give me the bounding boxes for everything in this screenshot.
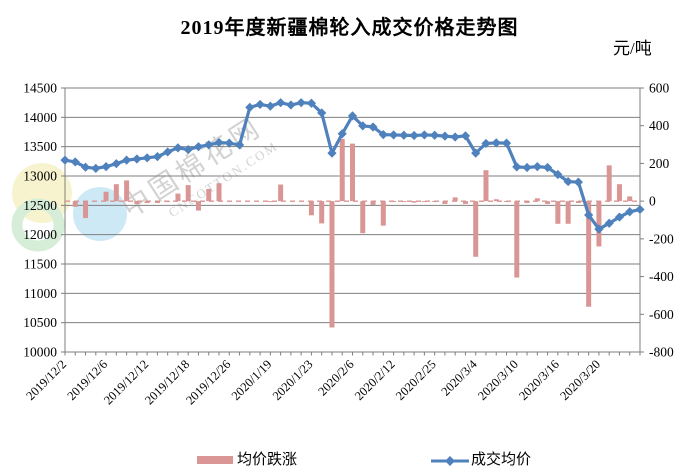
x-axis-labels: 2019/12/22019/12/62019/12/122019/12/1820… [23,357,603,408]
svg-text:2020/1/23: 2020/1/23 [270,357,316,403]
legend-bar-label: 均价跌涨 [237,452,298,468]
x-axis-ticks [64,352,641,356]
legend-diamond-marker-icon [445,456,455,466]
svg-text:2020/2/12: 2020/2/12 [352,357,398,403]
svg-text:13000: 13000 [23,169,57,184]
y-axis-right-labels: -800 -600 -400 -200 0 200 400 600 [640,81,674,360]
legend-bar-swatch [197,456,233,464]
legend-line-label: 成交均价 [471,452,532,468]
svg-text:12000: 12000 [23,227,57,242]
y-axis-left-labels: 10000 10500 11000 11500 12000 12500 13000 13500… [23,81,57,360]
svg-text:0: 0 [649,194,656,209]
gridlines [61,87,641,353]
axis-unit-label: 元/吨 [613,39,652,58]
svg-text:2020/3/20: 2020/3/20 [557,357,603,403]
svg-text:-800: -800 [649,345,674,360]
svg-text:400: 400 [649,118,670,133]
svg-text:2019/12/2: 2019/12/2 [23,357,69,403]
legend-line-swatch [431,456,469,466]
svg-text:2020/3/4: 2020/3/4 [439,357,481,399]
svg-text:-400: -400 [649,269,674,284]
svg-text:2020/2/25: 2020/2/25 [393,357,439,403]
chart-title: 2019年度新疆棉轮入成交价格走势图 [180,17,519,39]
svg-text:2020/3/16: 2020/3/16 [516,357,562,403]
price-line-markers [60,98,645,234]
svg-text:-200: -200 [649,231,674,246]
svg-text:-600: -600 [649,307,674,322]
svg-text:11000: 11000 [24,286,57,301]
svg-text:10000: 10000 [23,345,57,360]
svg-text:2020/3/10: 2020/3/10 [475,357,521,403]
svg-text:600: 600 [649,81,670,96]
svg-text:2020/1/19: 2020/1/19 [229,357,275,403]
change-bars [72,138,633,328]
svg-text:2019/12/26: 2019/12/26 [183,357,233,407]
svg-text:12500: 12500 [23,198,57,213]
svg-text:2020/2/6: 2020/2/6 [315,357,356,398]
svg-text:13500: 13500 [23,139,57,154]
svg-text:200: 200 [649,156,670,171]
svg-text:11500: 11500 [24,257,57,272]
svg-text:10500: 10500 [23,315,57,330]
svg-text:14000: 14000 [23,110,57,125]
svg-text:14500: 14500 [23,81,57,96]
